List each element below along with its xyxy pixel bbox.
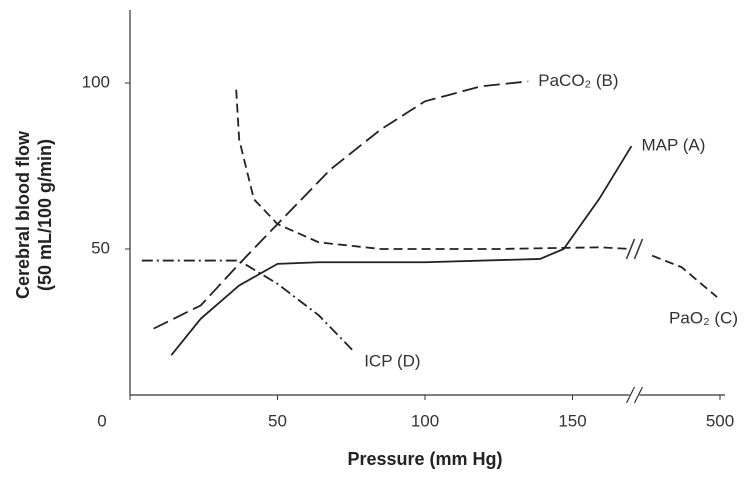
axis-break <box>633 386 644 404</box>
line-series <box>141 259 355 353</box>
curve-break <box>625 238 636 260</box>
y-tick-label: 50 <box>91 238 110 257</box>
y-tick-label: 100 <box>82 73 110 92</box>
line-series <box>235 89 718 298</box>
axis-break-gap <box>629 387 640 403</box>
y-axis-label-line: (50 mL/100 g/min) <box>35 139 55 291</box>
x-axis-label: Pressure (mm Hg) <box>347 449 502 469</box>
series-label: ICP (D) <box>364 351 420 370</box>
series-label: MAP (A) <box>642 136 706 155</box>
x-tick-label: 100 <box>411 411 439 430</box>
axis-break <box>625 386 636 404</box>
x-tick-label: 150 <box>558 411 586 430</box>
y-axis-label-line: Cerebral blood flow <box>13 130 33 299</box>
x-tick-label: 0 <box>97 411 106 430</box>
line-series <box>153 80 529 330</box>
series-label: PaO₂ (C) <box>669 309 738 328</box>
line-series <box>170 145 633 356</box>
x-tick-label: 50 <box>268 411 287 430</box>
x-tick-label: 500 <box>706 411 734 430</box>
series-label: PaCO₂ (B) <box>538 71 618 90</box>
curve-break <box>633 238 644 260</box>
y-axis-label: Cerebral blood flow (50 mL/100 g/min) <box>13 130 55 299</box>
